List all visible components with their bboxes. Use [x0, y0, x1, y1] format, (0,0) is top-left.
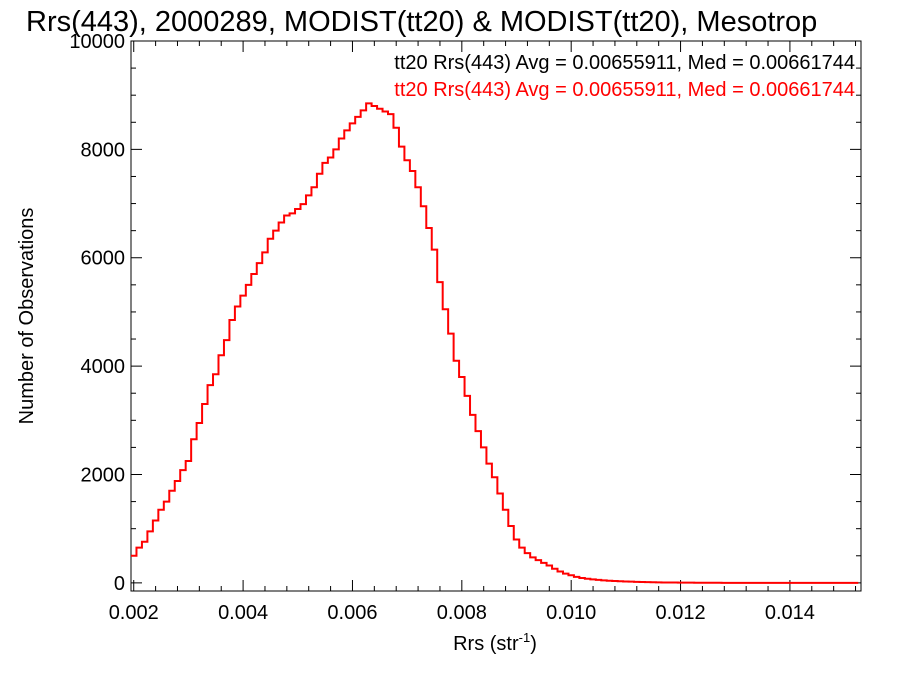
- y-tick-label: 10000: [69, 31, 125, 53]
- x-tick-label: 0.006: [327, 602, 377, 624]
- x-tick-label: 0.008: [437, 602, 487, 624]
- x-tick-label: 0.012: [656, 602, 706, 624]
- x-axis-label-superscript: -1: [519, 630, 531, 645]
- histogram-series-line: [131, 102, 859, 584]
- plot-frame: [130, 40, 862, 592]
- legend-entry-red: tt20 Rrs(443) Avg = 0.00655911, Med = 0.…: [394, 79, 855, 101]
- y-tick-label: 8000: [81, 139, 126, 161]
- y-axis: 0 2000 4000 6000 8000 10000: [69, 31, 861, 595]
- x-axis-label-main: Rrs (str: [453, 633, 519, 655]
- x-axis-label: Rrs (str-1): [453, 630, 537, 655]
- y-tick-label: 2000: [81, 464, 126, 486]
- y-tick-label: 0: [114, 573, 125, 595]
- y-tick-label: 4000: [81, 356, 126, 378]
- y-axis-label: Number of Observations: [16, 208, 38, 425]
- chart-title: Rrs(443), 2000289, MODIST(tt20) & MODIST…: [26, 6, 817, 38]
- y-tick-label: 6000: [81, 248, 126, 270]
- x-tick-label: 0.010: [546, 602, 596, 624]
- x-tick-label: 0.014: [765, 602, 815, 624]
- x-tick-label: 0.004: [218, 602, 268, 624]
- x-axis-label-close: ): [530, 633, 537, 655]
- x-axis: 0.002 0.004 0.006 0.008 0.010 0.012 0.014: [109, 41, 857, 624]
- x-tick-label: 0.002: [109, 602, 159, 624]
- legend-entry-black: tt20 Rrs(443) Avg = 0.00655911, Med = 0.…: [394, 52, 855, 74]
